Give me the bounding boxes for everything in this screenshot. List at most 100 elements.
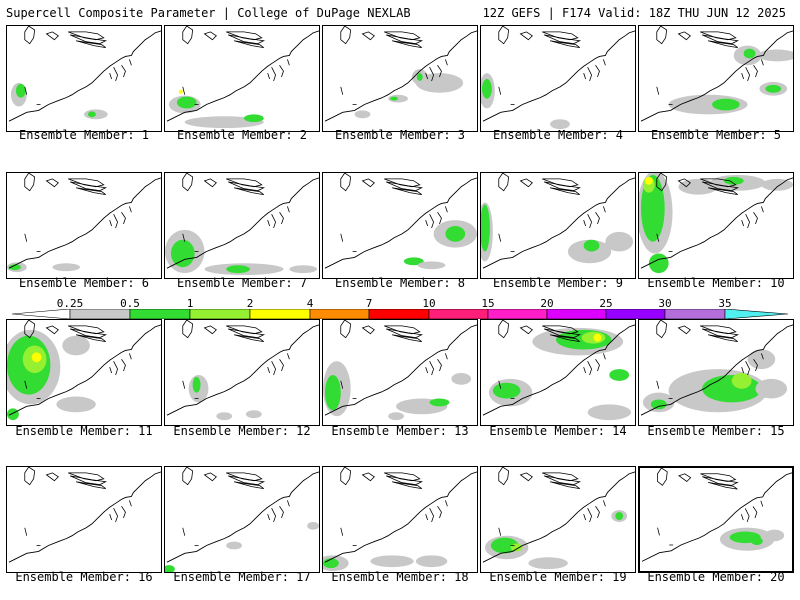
coastline	[482, 471, 635, 563]
great-lake-outline-3	[708, 482, 738, 490]
scp-contour-15-1	[702, 374, 762, 403]
scp-contour-20-3	[764, 529, 785, 542]
lake-marks	[340, 527, 357, 546]
scp-contour-9-1	[481, 204, 490, 252]
colorbar-tick-label-9: 25	[599, 297, 613, 310]
member-caption-2: Ensemble Member: 2	[176, 128, 308, 142]
ensemble-member-panel-6[interactable]	[6, 172, 162, 279]
great-lake-outline-2	[228, 328, 266, 339]
scp-contour-3-2	[390, 96, 399, 101]
header: Supercell Composite Parameter | College …	[0, 0, 800, 24]
great-lake-outline-4	[678, 473, 692, 482]
ensemble-member-panel-11[interactable]	[6, 319, 162, 426]
lake-marks	[340, 233, 357, 252]
great-lake-outline-1	[542, 178, 579, 188]
great-lake-outline-4	[361, 31, 375, 41]
coastline	[324, 30, 477, 122]
great-lake-outline-3	[549, 334, 580, 342]
scp-contour-15-2	[731, 372, 752, 389]
member-map-5	[640, 26, 793, 122]
great-lake-outline-0	[498, 173, 510, 192]
ensemble-member-panel-20[interactable]	[638, 466, 794, 573]
bay-outlines	[425, 353, 448, 376]
ensemble-member-panel-4[interactable]	[480, 25, 636, 132]
bay-outlines	[109, 500, 132, 523]
ensemble-member-panel-17[interactable]	[164, 466, 320, 573]
colorbar	[12, 309, 788, 319]
colorbar-bin-8	[546, 309, 607, 319]
great-lake-outline-0	[24, 173, 36, 192]
colorbar-tick-label-5: 7	[365, 297, 373, 310]
member-caption-19: Ensemble Member: 19	[489, 570, 627, 584]
ensemble-member-panel-5[interactable]	[638, 25, 794, 132]
colorbar-bin-0	[69, 309, 131, 319]
member-map-12	[166, 320, 319, 421]
member-caption-20: Ensemble Member: 20	[647, 570, 785, 584]
great-lake-outline-2	[544, 34, 582, 45]
scp-contour-17-1	[226, 541, 242, 550]
great-lake-outline-0	[656, 320, 668, 339]
great-lake-outline-1	[68, 178, 105, 188]
colorbar-bin-5	[368, 309, 430, 319]
ensemble-member-panel-8[interactable]	[322, 172, 478, 279]
bay-outlines	[740, 500, 764, 523]
great-lake-outline-0	[656, 26, 668, 45]
bay-outlines	[267, 353, 290, 376]
great-lake-outline-1	[384, 472, 421, 482]
scp-contour-8-3	[417, 261, 446, 270]
scp-contour-18-2	[370, 555, 414, 568]
ensemble-member-panel-16[interactable]	[6, 466, 162, 573]
coastline	[482, 30, 635, 122]
ensemble-member-panel-7[interactable]	[164, 172, 320, 279]
great-lake-outline-3	[391, 481, 422, 489]
ensemble-member-panel-12[interactable]	[164, 319, 320, 426]
member-caption-8: Ensemble Member: 8	[334, 276, 466, 290]
ensemble-member-panel-14[interactable]	[480, 319, 636, 426]
ensemble-member-panel-18[interactable]	[322, 466, 478, 573]
coastline	[640, 177, 793, 269]
scp-contour-2-4	[243, 114, 264, 123]
member-map-18	[323, 467, 477, 572]
great-lake-outline-1	[700, 178, 737, 188]
great-lake-outline-3	[75, 481, 106, 489]
member-map-13	[323, 320, 477, 421]
great-lake-outline-2	[70, 475, 108, 486]
ensemble-member-panel-10[interactable]	[638, 172, 794, 279]
colorbar-min-arrow	[12, 309, 71, 319]
member-map-17	[165, 467, 319, 572]
member-caption-14: Ensemble Member: 14	[489, 424, 627, 438]
scp-contour-2-2	[178, 89, 183, 94]
lake-marks	[656, 86, 673, 105]
great-lake-outline-4	[361, 325, 375, 335]
scp-contour-6-1	[8, 264, 21, 271]
member-caption-18: Ensemble Member: 18	[331, 570, 469, 584]
ensemble-member-panel-3[interactable]	[322, 25, 478, 132]
scp-contour-6-2	[52, 263, 81, 272]
member-map-2	[166, 26, 319, 129]
great-lake-outline-0	[656, 173, 668, 192]
great-lake-outline-2	[386, 34, 424, 45]
colorbar-tick-label-7: 15	[481, 297, 495, 310]
ensemble-member-panel-1[interactable]	[6, 25, 162, 132]
ensemble-member-panel-13[interactable]	[322, 319, 478, 426]
ensemble-member-panel-2[interactable]	[164, 25, 320, 132]
member-caption-17: Ensemble Member: 17	[173, 570, 311, 584]
great-lake-outline-1	[226, 472, 263, 482]
ensemble-member-panel-19[interactable]	[480, 466, 636, 573]
member-map-10	[639, 173, 793, 274]
run-valid-time: 12Z GEFS | F174 Valid: 18Z THU JUN 12 20…	[482, 6, 786, 20]
coastline	[166, 471, 319, 563]
ensemble-member-panel-15[interactable]	[638, 319, 794, 426]
member-caption-15: Ensemble Member: 15	[647, 424, 785, 438]
great-lake-outline-2	[70, 328, 108, 339]
great-lake-outline-0	[657, 468, 668, 486]
great-lake-outline-4	[203, 31, 217, 41]
ensemble-member-panel-9[interactable]	[480, 172, 636, 279]
scp-contour-9-2	[567, 239, 612, 264]
scp-contour-10-7	[761, 178, 793, 191]
great-lake-outline-0	[24, 467, 36, 486]
member-map-14	[482, 320, 635, 421]
scp-contour-12-1	[192, 376, 201, 393]
lake-marks	[656, 233, 673, 252]
scp-contour-19-3	[528, 557, 568, 570]
